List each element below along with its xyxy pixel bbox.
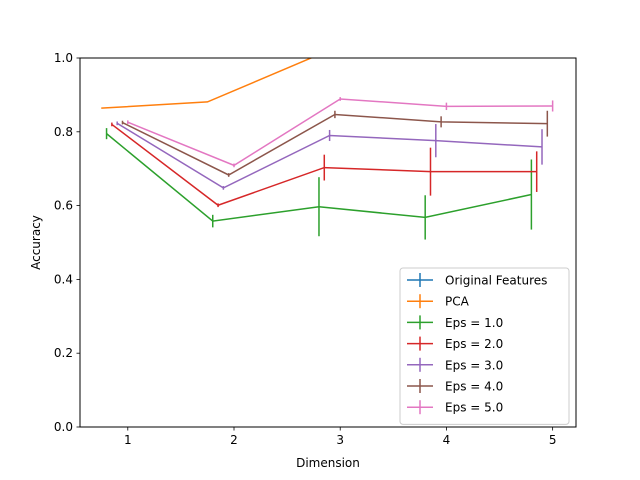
series-line-1 [101,58,313,109]
y-tick-label: 0.0 [54,420,73,434]
plot-frame [79,57,577,428]
legend-label: Original Features [445,274,547,288]
y-axis-label: Accuracy [29,215,43,270]
legend-entry-3: Eps = 2.0 [407,336,503,351]
series-4 [116,121,543,190]
y-tick-label: 0.2 [54,346,73,360]
y-tick-label: 0.8 [54,125,73,139]
x-tick-label: 3 [336,433,344,447]
x-tick-label: 5 [549,433,557,447]
series-3 [111,122,538,208]
series-layer [101,58,554,240]
x-tick-label: 1 [124,433,132,447]
y-tick-label: 0.4 [54,272,73,286]
legend: Original Features PCA Eps = 1.0 Eps = 2.0 Ep… [399,267,570,425]
x-tick-label: 4 [443,433,451,447]
x-tick-label: 2 [230,433,238,447]
series-6 [127,97,554,168]
y-tick-label: 1.0 [54,51,73,65]
y-tick-label: 0.6 [54,199,73,213]
legend-box [399,267,570,425]
legend-label: Eps = 1.0 [445,316,503,330]
legend-label: Eps = 4.0 [445,380,503,394]
legend-label: Eps = 5.0 [445,401,503,415]
legend-entry-5: Eps = 4.0 [407,379,503,394]
legend-label: PCA [445,295,470,309]
legend-entry-4: Eps = 3.0 [407,357,503,372]
legend-entry-6: Eps = 5.0 [407,400,503,415]
legend-label: Eps = 2.0 [445,337,503,351]
legend-entry-0: Original Features [407,273,547,288]
legend-label: Eps = 3.0 [445,358,503,372]
x-axis-label: Dimension [296,456,360,470]
series-5 [121,110,549,177]
axes-layer: 1 2 3 4 5 0.0 0.2 0.4 0.6 0.8 1.0 [54,51,577,447]
series-1 [101,58,313,109]
legend-entry-2: Eps = 1.0 [407,315,503,330]
legend-entry-1: PCA [407,294,470,309]
